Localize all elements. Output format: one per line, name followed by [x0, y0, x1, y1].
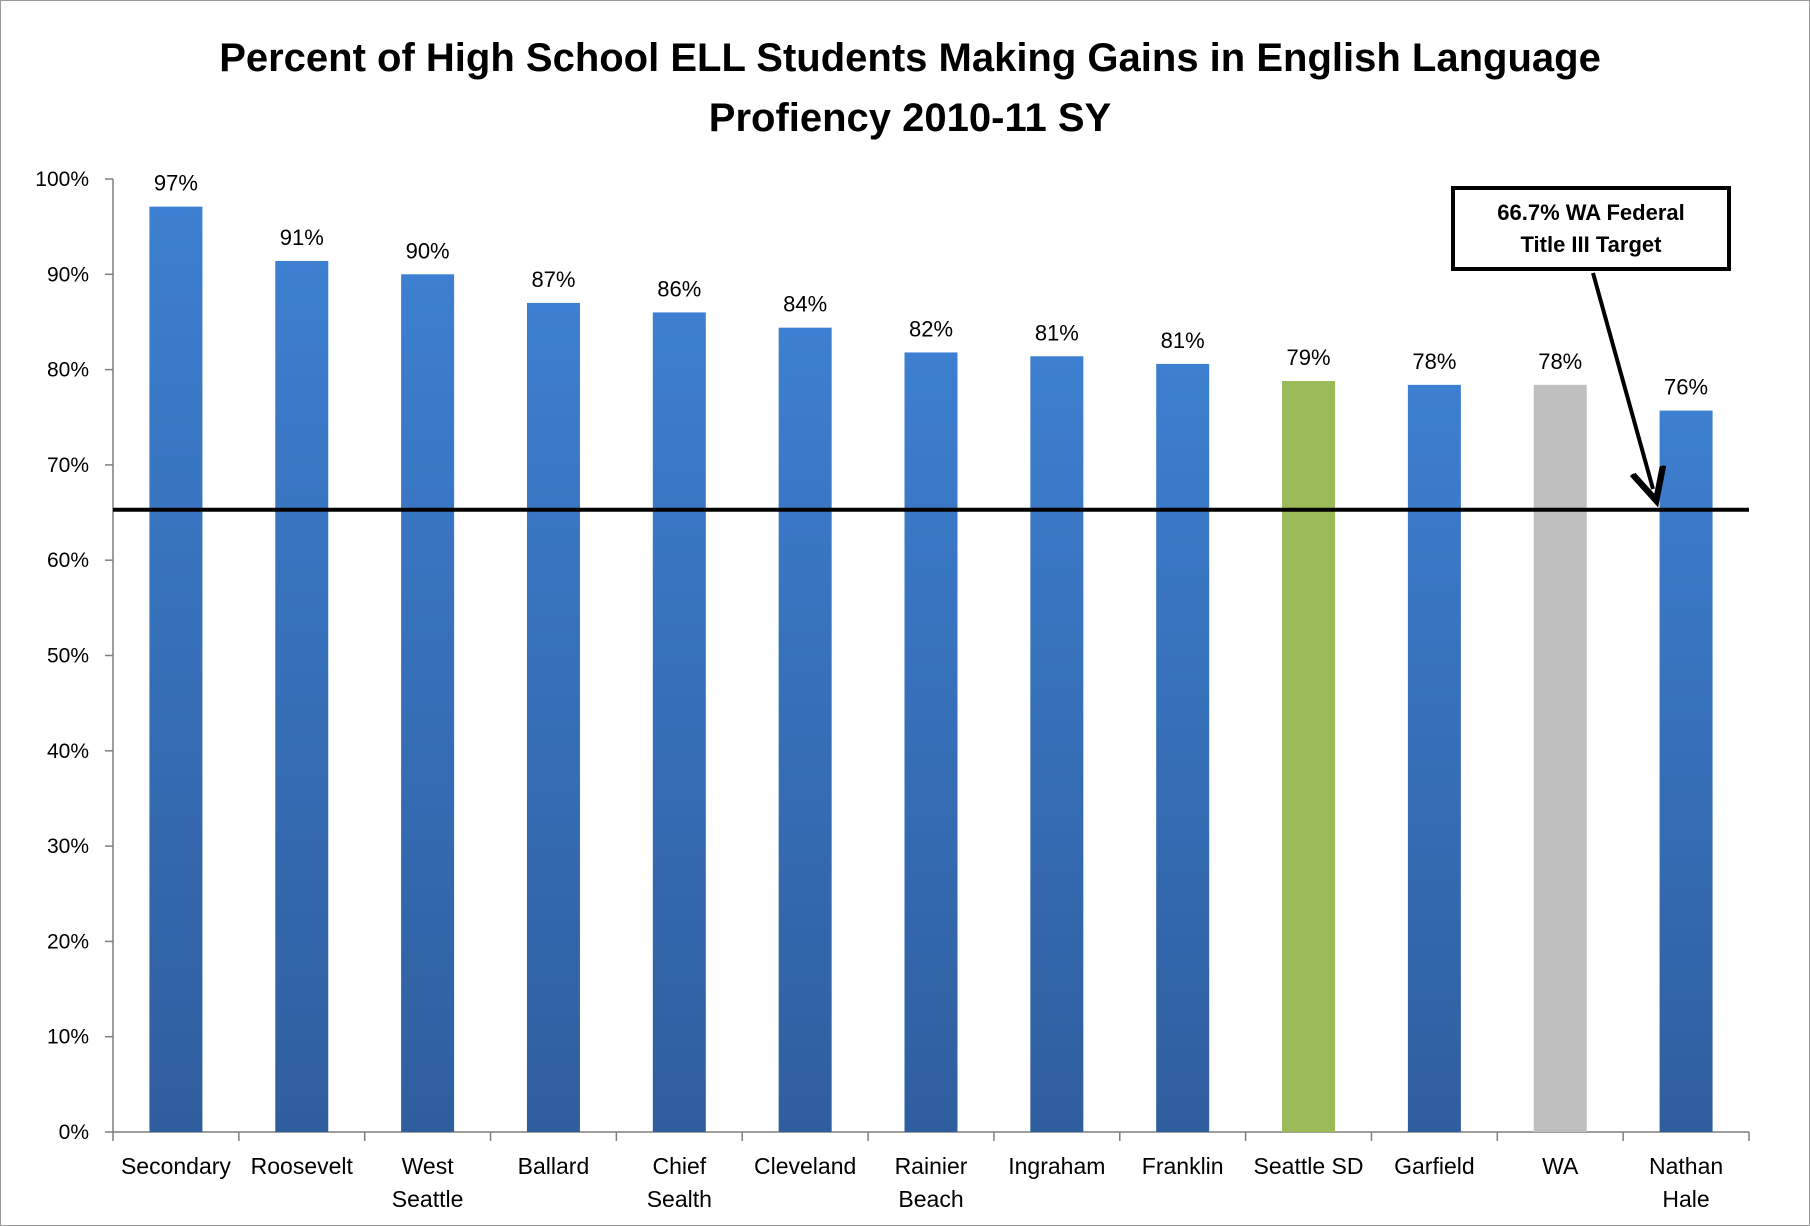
bar: [1030, 356, 1084, 1132]
bar-data-label: 84%: [783, 292, 827, 317]
bar-data-label: 91%: [280, 225, 324, 250]
bar-data-label: 87%: [531, 267, 575, 292]
x-category-label: Nathan: [1649, 1153, 1723, 1179]
bar: [149, 206, 203, 1133]
x-category-label: Chief: [652, 1153, 706, 1179]
bar: [401, 274, 455, 1132]
overlay: [113, 272, 1749, 512]
bar-data-label: 79%: [1287, 345, 1331, 370]
bar: [778, 327, 832, 1133]
x-category-label: Seattle: [392, 1186, 464, 1212]
bar: [526, 302, 580, 1132]
bar-data-label: 81%: [1035, 320, 1079, 345]
annotation-arrow: [1591, 272, 1653, 489]
x-category-label: West: [402, 1153, 455, 1179]
bar: [1407, 384, 1461, 1132]
y-tick-label: 50%: [47, 645, 89, 668]
labels: 0% 10% 20% 30% 40% 50% 60% 70% 80% 90% 100% 97% Seco…: [35, 168, 1723, 1212]
x-category-label: Ingraham: [1008, 1153, 1105, 1179]
y-tick-label: 70%: [47, 454, 89, 477]
bar-data-label: 78%: [1412, 349, 1456, 374]
bar: [275, 260, 329, 1132]
bar-data-label: 78%: [1538, 349, 1582, 374]
x-category-label: WA: [1542, 1153, 1579, 1179]
bar-data-label: 81%: [1161, 328, 1205, 353]
bar: [1659, 410, 1713, 1133]
y-tick-label: 100%: [35, 168, 89, 191]
y-tick-label: 60%: [47, 549, 89, 572]
chart-title-line-1: Percent of High School ELL Students Maki…: [219, 36, 1601, 80]
y-tick-label: 40%: [47, 740, 89, 763]
bar-data-label: 82%: [909, 316, 953, 341]
target-annotation-box: 66.7% WA Federal Title III Target: [1451, 186, 1731, 271]
annotation-line-1: 66.7% WA Federal: [1497, 199, 1685, 225]
bar: [904, 352, 958, 1132]
y-tick-label: 10%: [47, 1026, 89, 1049]
chart-title-line-2: Profiency 2010-11 SY: [709, 96, 1112, 140]
y-tick-label: 30%: [47, 835, 89, 858]
bar: [652, 312, 706, 1132]
y-tick-label: 80%: [47, 359, 89, 382]
bar: [1156, 363, 1210, 1133]
x-category-label: Rainier: [895, 1153, 968, 1179]
bar-data-label: 86%: [657, 276, 701, 301]
bar-data-label: 97%: [154, 171, 198, 196]
x-category-label: Seattle SD: [1254, 1153, 1364, 1179]
x-category-label: Franklin: [1142, 1153, 1224, 1179]
x-category-label: Ballard: [518, 1153, 590, 1179]
bar-data-label: 90%: [406, 238, 450, 263]
y-tick-label: 0%: [59, 1121, 89, 1144]
x-category-label: Garfield: [1394, 1153, 1475, 1179]
bar: [1533, 384, 1587, 1132]
x-category-label: Secondary: [121, 1153, 231, 1179]
x-category-label: Sealth: [647, 1186, 712, 1212]
y-tick-label: 90%: [47, 263, 89, 286]
x-category-label: Hale: [1662, 1186, 1709, 1212]
x-category-label: Roosevelt: [251, 1153, 354, 1179]
bars: [149, 206, 1713, 1133]
x-category-label: Beach: [898, 1186, 963, 1212]
bar-data-label: 76%: [1664, 375, 1708, 400]
y-tick-label: 20%: [47, 930, 89, 953]
x-category-label: Cleveland: [754, 1153, 856, 1179]
annotation-line-2: Title III Target: [1520, 231, 1662, 257]
bar: [1282, 381, 1336, 1132]
